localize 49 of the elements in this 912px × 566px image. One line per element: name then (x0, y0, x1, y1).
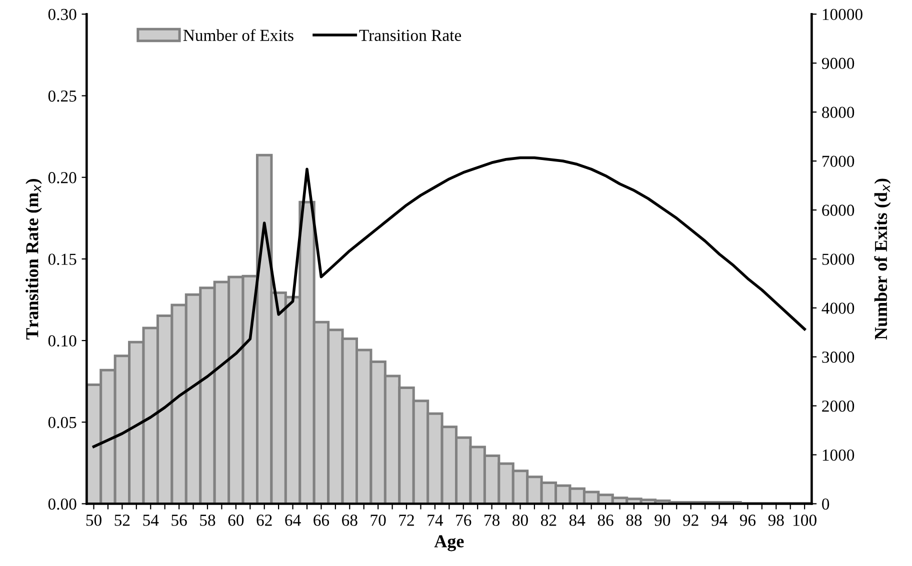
x-tick-label: 100 (794, 514, 816, 526)
legend-label: Transition Rate (359, 30, 462, 41)
y2-tick-label: 7000 (822, 156, 854, 167)
y-tick-label: 0.00 (48, 498, 76, 510)
x-tick-label: 70 (370, 514, 386, 526)
x-tick-label: 90 (654, 514, 670, 526)
legend-label: Number of Exits (183, 29, 294, 41)
y2-tick-label: 4000 (822, 302, 854, 314)
y2-tick-label: 8000 (822, 106, 854, 118)
y2-tick-label: 3000 (822, 352, 854, 363)
y2-tick-label: 9000 (822, 58, 854, 70)
y2-axis-title: Number of Exits (d$_{x}$) (874, 178, 891, 340)
x-tick-label: 98 (768, 514, 784, 526)
x-axis-title: Age (434, 535, 464, 552)
y-axis-title: Transition Rate (m$_{x}$) (26, 179, 42, 340)
x-tick-label: 60 (228, 514, 244, 526)
y2-tick-label: 10000 (822, 8, 862, 20)
x-tick-label: 76 (456, 514, 472, 526)
x-tick-label: 56 (172, 514, 187, 526)
x-tick-label: 62 (256, 514, 272, 526)
y2-tick-label: 2000 (822, 400, 854, 412)
x-tick-label: 50 (86, 514, 102, 526)
x-tick-label: 66 (314, 514, 330, 526)
x-tick-label: 64 (285, 514, 301, 526)
x-tick-label: 74 (428, 514, 444, 526)
x-tick-label: 94 (711, 514, 728, 526)
x-tick-label: 68 (342, 514, 358, 526)
y-tick-label: 0.30 (48, 8, 76, 20)
y-tick-label: 0.05 (48, 416, 76, 428)
y-tick-label: 0.25 (48, 90, 76, 102)
x-tick-label: 86 (598, 514, 614, 526)
x-tick-label: 88 (626, 514, 642, 526)
y2-tick-label: 0 (822, 498, 830, 510)
x-tick-label: 80 (512, 514, 528, 526)
y-tick-label: 0.20 (48, 172, 76, 184)
x-tick-label: 92 (683, 514, 698, 526)
x-tick-label: 58 (200, 514, 216, 526)
y2-tick-label: 5000 (822, 254, 854, 265)
x-tick-label: 52 (114, 514, 130, 526)
x-tick-label: 84 (569, 514, 586, 526)
y-tick-label: 0.15 (48, 254, 76, 265)
y2-tick-label: 6000 (822, 204, 854, 216)
x-tick-label: 82 (540, 514, 556, 526)
x-tick-label: 72 (399, 514, 414, 526)
x-tick-label: 96 (740, 514, 756, 526)
y-tick-label: 0.10 (48, 335, 76, 347)
x-tick-label: 78 (484, 514, 500, 526)
y2-tick-label: 1000 (822, 449, 854, 461)
x-tick-label: 54 (143, 514, 159, 526)
